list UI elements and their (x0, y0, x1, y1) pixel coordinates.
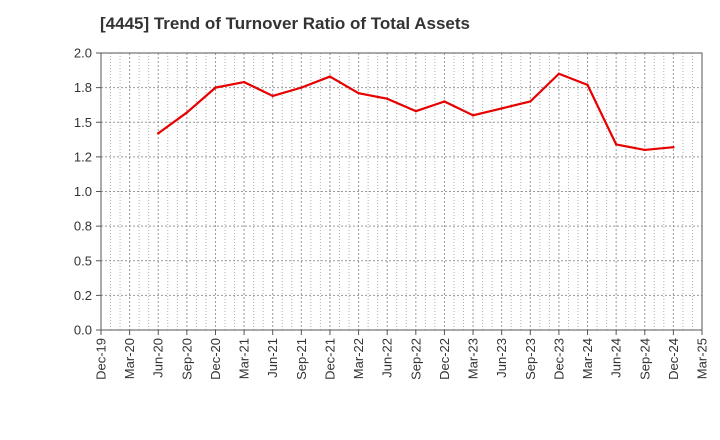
y-tick-label: 1.8 (74, 80, 92, 95)
y-tick-label: 1.5 (74, 115, 92, 130)
x-tick-label: Mar-20 (122, 338, 137, 379)
data-point (242, 80, 246, 84)
data-point (586, 83, 589, 87)
x-tick-label: Dec-21 (322, 338, 337, 380)
data-point (443, 100, 446, 103)
data-point (557, 72, 561, 75)
data-point (643, 148, 646, 152)
x-tick-label: Sep-22 (408, 338, 423, 380)
chart-title: [4445] Trend of Turnover Ratio of Total … (100, 14, 470, 33)
data-point (271, 94, 274, 98)
x-tick-label: Dec-19 (94, 338, 109, 380)
x-tick-label: Mar-23 (466, 338, 481, 379)
y-tick-label: 2.0 (74, 46, 92, 61)
data-point (529, 100, 532, 103)
y-tick-label: 0.2 (74, 288, 92, 303)
x-tick-label: Dec-23 (551, 338, 566, 380)
y-tick-label: 1.2 (74, 149, 92, 164)
data-point (214, 86, 217, 89)
data-point (614, 143, 618, 146)
x-tick-label: Sep-20 (179, 338, 194, 380)
data-point (300, 86, 303, 89)
x-tick-label: Mar-24 (580, 338, 595, 379)
data-point (357, 91, 360, 95)
x-tick-label: Mar-22 (351, 338, 366, 379)
data-point (414, 109, 418, 113)
x-tick-label: Jun-24 (609, 338, 624, 378)
x-tick-label: Jun-22 (380, 338, 395, 378)
x-tick-label: Dec-24 (666, 338, 681, 380)
data-point (500, 107, 503, 110)
x-tick-label: Sep-21 (294, 338, 309, 380)
data-point (185, 111, 189, 114)
x-tick-label: Dec-20 (208, 338, 223, 380)
data-point (328, 75, 332, 78)
x-tick-label: Mar-21 (237, 338, 252, 379)
data-point (471, 114, 475, 117)
x-tick-label: Dec-22 (437, 338, 452, 380)
x-tick-label: Mar-25 (695, 338, 710, 379)
y-tick-label: 0.8 (74, 219, 92, 234)
y-tick-label: 1.0 (74, 184, 92, 199)
y-tick-label: 0.0 (74, 323, 92, 338)
data-point (672, 145, 675, 149)
x-tick-label: Sep-24 (637, 338, 652, 380)
x-tick-label: Sep-23 (523, 338, 538, 380)
data-point (157, 132, 160, 135)
x-tick-label: Jun-23 (494, 338, 509, 378)
x-tick-label: Jun-20 (151, 338, 166, 378)
y-tick-label: 0.5 (74, 253, 92, 268)
data-point (385, 97, 389, 100)
x-tick-label: Jun-21 (265, 338, 280, 378)
